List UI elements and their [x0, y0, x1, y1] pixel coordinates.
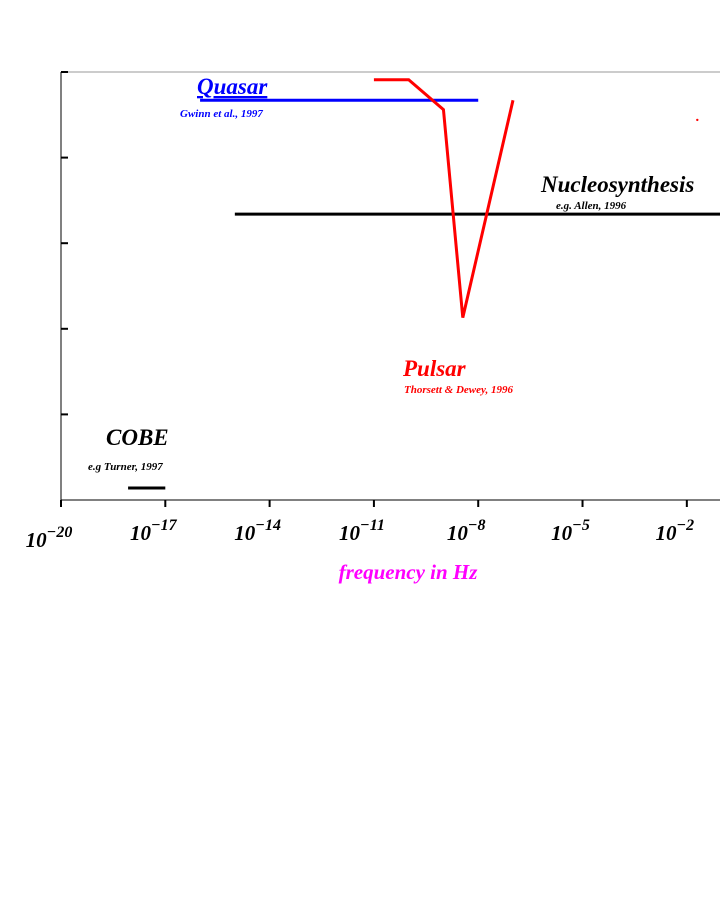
series-reference: e.g. Allen, 1996 — [556, 200, 627, 212]
series-reference: Thorsett & Dewey, 1996 — [404, 384, 513, 396]
tick-exponent: −2 — [676, 517, 694, 534]
point — [696, 118, 699, 122]
series-reference: e.g Turner, 1997 — [88, 461, 163, 473]
series-label: Nucleosynthesis — [540, 172, 694, 197]
tick-exponent: −20 — [47, 524, 73, 541]
series-reference: Gwinn et al., 1997 — [180, 108, 263, 120]
tick-base: 10 — [339, 521, 361, 545]
x-tick-label: 10−8 — [447, 517, 486, 545]
tick-base: 10 — [130, 521, 152, 545]
x-tick-label: 10−17 — [130, 517, 178, 545]
series-label: COBE — [106, 425, 169, 450]
tick-base: 10 — [26, 528, 48, 552]
series-line — [373, 78, 515, 319]
x-tick-label: 10−5 — [551, 517, 590, 545]
x-tick-label: 10−11 — [339, 517, 385, 545]
tick-exponent: −14 — [255, 517, 281, 534]
tick-base: 10 — [655, 521, 677, 545]
tick-base: 10 — [551, 521, 573, 545]
tick-base: 10 — [447, 521, 469, 545]
x-axis-label: frequency in Hz — [339, 560, 479, 584]
tick-base: 10 — [234, 521, 256, 545]
tick-exponent: −11 — [360, 517, 385, 534]
tick-exponent: −5 — [572, 517, 590, 534]
tick-exponent: −17 — [151, 517, 178, 534]
series-label: Pulsar — [402, 356, 467, 381]
x-tick-label: 10−20 — [26, 524, 73, 552]
tick-exponent: −8 — [468, 517, 486, 534]
x-tick-label: 10−2 — [655, 517, 694, 545]
x-tick-label: 10−14 — [234, 517, 281, 545]
series-label: Quasar — [197, 74, 268, 99]
